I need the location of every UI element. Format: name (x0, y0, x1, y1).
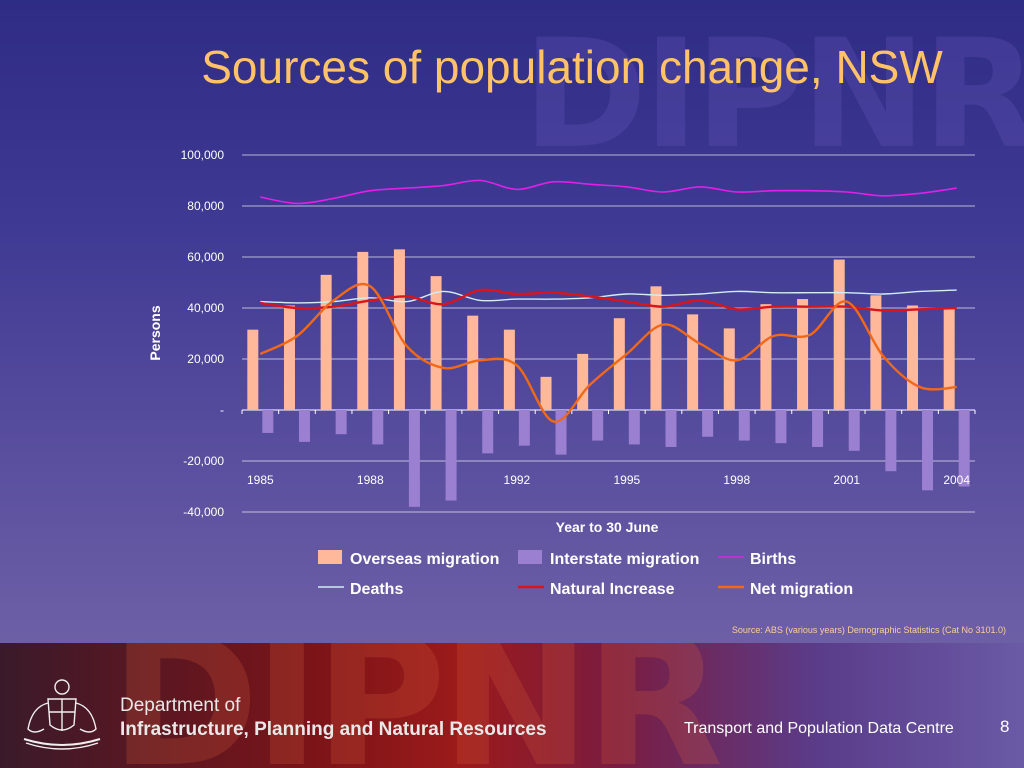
overseas-migration-bar (283, 305, 295, 410)
overseas-migration-bar (797, 299, 809, 410)
legend-label-net-migration: Net migration (750, 581, 853, 598)
interstate-migration-bar (628, 410, 640, 445)
interstate-migration-bar (482, 410, 494, 454)
axis-labels: -40,000-20,000-20,00040,00060,00080,0001… (181, 148, 971, 519)
legend-label-deaths: Deaths (350, 581, 403, 598)
interstate-migration-bar (298, 410, 310, 442)
births-line (260, 179, 957, 205)
net-migration-line (259, 282, 957, 423)
overseas-migration-bar (907, 305, 919, 410)
dipnr-watermark: DIPNR (522, 8, 1024, 182)
x-tick-label: 2004 (943, 473, 970, 487)
interstate-migration-bar (445, 410, 457, 501)
x-tick-label: 1998 (723, 473, 750, 487)
legend-label-overseas-migration: Overseas migration (350, 551, 499, 568)
overseas-migration-bar (650, 286, 662, 410)
interstate-migration-bar (738, 410, 750, 441)
department-line-2: Infrastructure, Planning and Natural Res… (120, 719, 547, 740)
overseas-migration-bar (393, 249, 405, 410)
overseas-migration-bar (613, 318, 625, 410)
overseas-migration-bar (687, 314, 699, 410)
legend-label-interstate-migration: Interstate migration (550, 551, 699, 568)
footer-band: DIPNR Department of Infrastructure, Plan… (0, 643, 1024, 768)
interstate-migration-bar (518, 410, 530, 446)
interstate-migration-bar (775, 410, 787, 444)
overseas-migration-bar (540, 376, 552, 410)
overseas-migration-bar (357, 251, 369, 410)
y-tick-label: 60,000 (187, 250, 224, 264)
source-note: Source: ABS (various years) Demographic … (731, 625, 1006, 635)
legend-swatch-overseas-migration (318, 550, 342, 564)
interstate-migration-bar (812, 410, 824, 447)
natural-increase-line (260, 288, 957, 312)
footer-centre-text: Transport and Population Data Centre (684, 720, 954, 737)
y-tick-label: 40,000 (187, 301, 224, 315)
interstate-migration-bar (702, 410, 714, 437)
y-axis-title: Persons (147, 305, 163, 360)
interstate-migration-bar (885, 410, 897, 472)
interstate-migration-bar (408, 410, 420, 507)
deaths-line (260, 289, 957, 304)
interstate-migration-bar (592, 410, 604, 441)
overseas-migration-bar (430, 276, 442, 410)
department-line-1: Department of (120, 695, 241, 716)
interstate-migration-bar (922, 410, 934, 491)
interstate-migration-bar (665, 410, 677, 447)
nsw-coat-of-arms-icon (23, 679, 101, 750)
y-tick-label: 20,000 (187, 352, 224, 366)
interstate-migration-bar (372, 410, 384, 445)
overseas-migration-bar (577, 353, 589, 410)
x-tick-label: 1995 (613, 473, 640, 487)
overseas-migration-bar (870, 295, 882, 410)
y-tick-label: 80,000 (187, 199, 224, 213)
interstate-migration-bar (555, 410, 567, 455)
slide-title: Sources of population change, NSW (201, 41, 943, 93)
legend-label-births: Births (750, 551, 796, 568)
legend: Overseas migration Interstate migration Bi… (318, 550, 853, 598)
population-change-chart: -40,000-20,000-20,00040,00060,00080,0001… (147, 148, 976, 598)
legend-label-natural-increase: Natural Increase (550, 581, 675, 598)
overseas-migration-bar (247, 329, 259, 410)
legend-swatch-interstate-migration (518, 550, 542, 564)
x-axis-title: Year to 30 June (556, 519, 659, 535)
lines (259, 179, 957, 423)
x-tick-label: 2001 (833, 473, 860, 487)
interstate-migration-bar (848, 410, 860, 451)
overseas-migration-bar (320, 274, 332, 410)
x-tick-label: 1988 (357, 473, 384, 487)
y-tick-label: 100,000 (181, 148, 225, 162)
bars (247, 249, 970, 507)
x-tick-label: 1985 (247, 473, 274, 487)
overseas-migration-bar (760, 304, 772, 410)
overseas-migration-bar (503, 329, 515, 410)
interstate-migration-bar (262, 410, 274, 433)
interstate-migration-bar (335, 410, 347, 435)
overseas-migration-bar (943, 308, 955, 410)
y-tick-label: -20,000 (183, 454, 224, 468)
overseas-migration-bar (833, 259, 845, 410)
y-tick-label: - (220, 403, 224, 417)
x-tick-label: 1992 (504, 473, 531, 487)
interstate-migration-bar (958, 410, 970, 487)
gridlines (241, 154, 976, 513)
footer-watermark: DIPNR (110, 643, 724, 768)
page-number: 8 (1000, 717, 1010, 736)
y-tick-label: -40,000 (183, 505, 224, 519)
overseas-migration-bar (723, 328, 735, 410)
